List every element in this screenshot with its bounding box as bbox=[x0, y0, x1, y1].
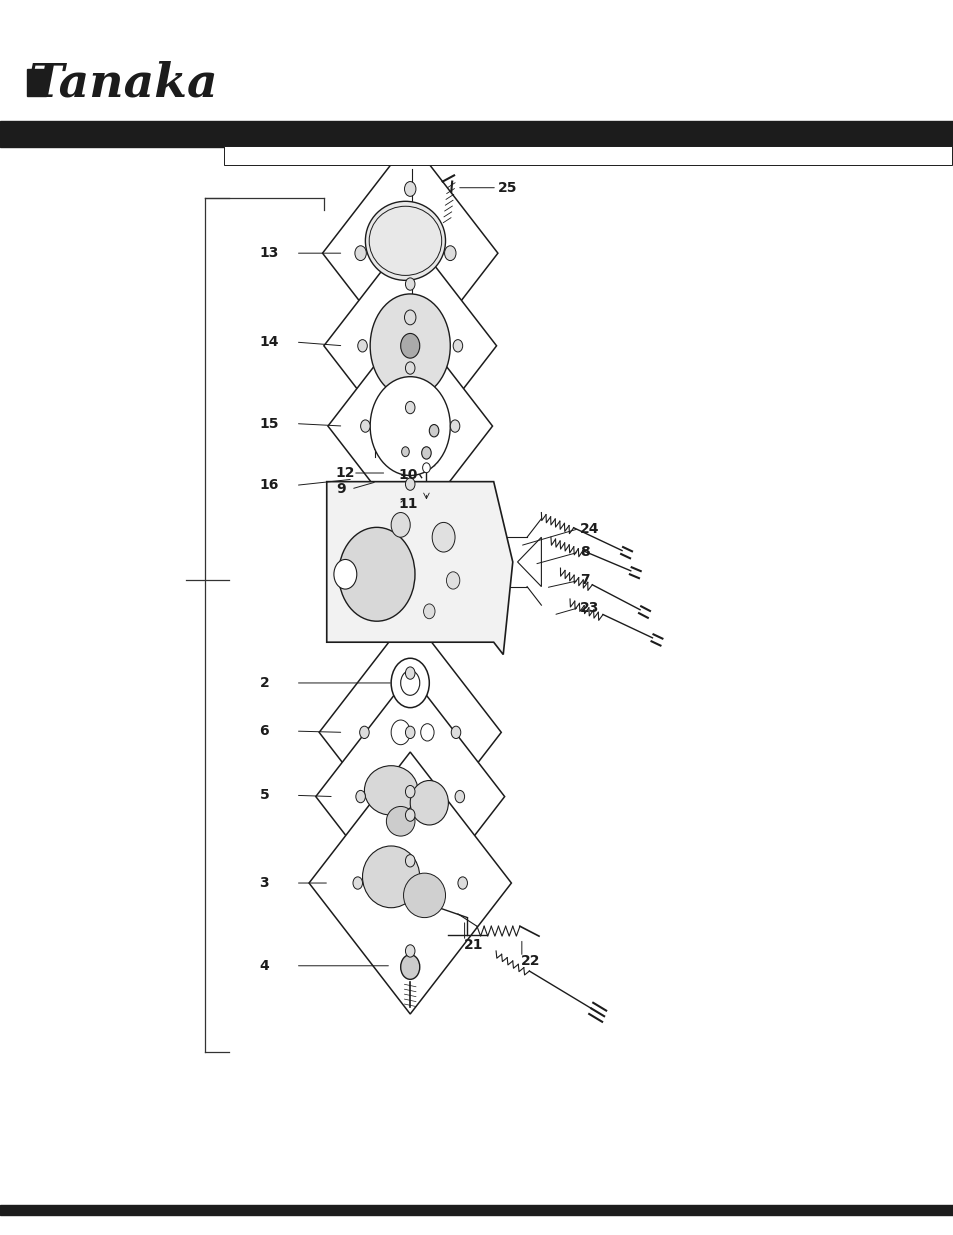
Circle shape bbox=[353, 877, 362, 889]
Circle shape bbox=[391, 720, 410, 745]
Text: 22: 22 bbox=[520, 953, 539, 968]
Text: 16: 16 bbox=[259, 478, 278, 493]
Circle shape bbox=[404, 182, 416, 196]
Circle shape bbox=[355, 790, 365, 803]
Ellipse shape bbox=[365, 201, 445, 280]
Circle shape bbox=[429, 425, 438, 437]
Circle shape bbox=[400, 671, 419, 695]
Ellipse shape bbox=[362, 846, 419, 908]
Circle shape bbox=[457, 877, 467, 889]
Polygon shape bbox=[517, 537, 541, 587]
Ellipse shape bbox=[364, 766, 417, 815]
Circle shape bbox=[404, 310, 416, 325]
Text: 15: 15 bbox=[259, 416, 278, 431]
Bar bbox=[0, 121, 953, 147]
Circle shape bbox=[391, 658, 429, 708]
Circle shape bbox=[421, 447, 431, 459]
Circle shape bbox=[405, 401, 415, 414]
Circle shape bbox=[453, 340, 462, 352]
Circle shape bbox=[432, 522, 455, 552]
Circle shape bbox=[444, 246, 456, 261]
Ellipse shape bbox=[370, 377, 450, 475]
Text: 9: 9 bbox=[335, 482, 345, 496]
Circle shape bbox=[405, 945, 415, 957]
Circle shape bbox=[334, 559, 356, 589]
Text: 14: 14 bbox=[259, 335, 278, 350]
Bar bbox=[309, 752, 511, 1014]
Bar bbox=[315, 674, 504, 919]
Ellipse shape bbox=[370, 294, 450, 398]
Text: 25: 25 bbox=[497, 180, 517, 195]
Circle shape bbox=[423, 604, 435, 619]
Text: 7: 7 bbox=[579, 573, 589, 588]
Bar bbox=[27, 69, 46, 96]
Text: 23: 23 bbox=[579, 600, 598, 615]
Circle shape bbox=[357, 340, 367, 352]
Circle shape bbox=[451, 726, 460, 739]
Ellipse shape bbox=[338, 527, 415, 621]
Circle shape bbox=[405, 855, 415, 867]
Circle shape bbox=[400, 333, 419, 358]
Text: 21: 21 bbox=[463, 937, 482, 952]
Text: 8: 8 bbox=[579, 545, 589, 559]
Text: 3: 3 bbox=[259, 876, 269, 890]
Bar bbox=[0, 1205, 953, 1215]
Text: 11: 11 bbox=[398, 496, 417, 511]
Text: 5: 5 bbox=[259, 788, 269, 803]
Ellipse shape bbox=[410, 781, 448, 825]
Circle shape bbox=[391, 513, 410, 537]
Circle shape bbox=[401, 447, 409, 457]
Circle shape bbox=[400, 955, 419, 979]
Circle shape bbox=[405, 478, 415, 490]
Circle shape bbox=[360, 420, 370, 432]
Circle shape bbox=[405, 667, 415, 679]
Text: 24: 24 bbox=[579, 521, 598, 536]
Text: 4: 4 bbox=[259, 958, 269, 973]
Circle shape bbox=[446, 572, 459, 589]
Circle shape bbox=[455, 790, 464, 803]
Text: 6: 6 bbox=[259, 724, 269, 739]
Text: Tanaka: Tanaka bbox=[29, 61, 218, 107]
Text: 13: 13 bbox=[259, 246, 278, 261]
Bar bbox=[323, 233, 497, 458]
Circle shape bbox=[405, 809, 415, 821]
Circle shape bbox=[450, 420, 459, 432]
Ellipse shape bbox=[403, 873, 445, 918]
Polygon shape bbox=[326, 482, 512, 655]
Bar bbox=[224, 146, 951, 165]
Circle shape bbox=[405, 278, 415, 290]
Text: 12: 12 bbox=[335, 466, 355, 480]
Bar bbox=[319, 615, 500, 850]
Circle shape bbox=[359, 726, 369, 739]
Text: 2: 2 bbox=[259, 676, 269, 690]
Circle shape bbox=[405, 726, 415, 739]
Circle shape bbox=[420, 724, 434, 741]
Circle shape bbox=[422, 463, 430, 473]
Text: 10: 10 bbox=[398, 468, 417, 483]
Circle shape bbox=[405, 362, 415, 374]
Circle shape bbox=[355, 246, 366, 261]
Bar bbox=[328, 320, 492, 532]
Bar bbox=[322, 140, 497, 367]
Ellipse shape bbox=[386, 806, 415, 836]
Circle shape bbox=[405, 785, 415, 798]
